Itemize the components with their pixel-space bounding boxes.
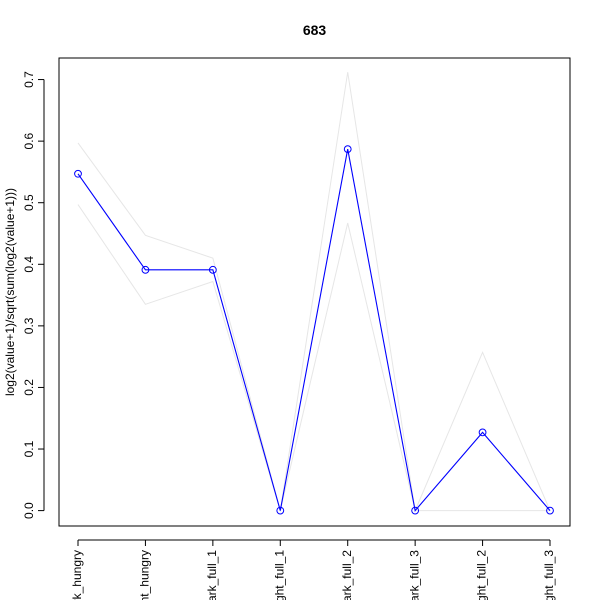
y-tick-label: 0.0 <box>22 502 36 519</box>
series-line-band-1 <box>77 72 551 513</box>
x-tick-label: light_full_1 <box>272 550 286 600</box>
y-tick-label: 0.2 <box>22 379 36 396</box>
x-tick-label: dark_full_2 <box>340 550 354 600</box>
plot-border <box>58 57 571 527</box>
x-tick-label: light_hungry <box>138 550 152 600</box>
data-point <box>74 169 82 178</box>
chart-title: 683 <box>303 22 327 38</box>
series-line-main <box>77 149 551 512</box>
x-tick-label: dark_full_1 <box>205 550 219 600</box>
data-point <box>208 265 217 274</box>
y-tick-label: 0.6 <box>22 132 36 149</box>
data-point <box>546 506 554 515</box>
data-point <box>411 506 420 515</box>
band-layer <box>77 72 551 513</box>
y-tick-label: 0.5 <box>22 194 36 211</box>
data-point <box>141 265 150 274</box>
x-tick-label: light_full_3 <box>542 550 556 600</box>
data-point <box>478 428 487 437</box>
axis-layer: 0.0 0.1 0.2 0.3 0.4 0.5 0.6 0.7 dark_hungry light… <box>22 71 556 600</box>
series-line-band-2 <box>77 204 550 513</box>
main-series-layer <box>74 145 554 515</box>
x-tick-label: dark_hungry <box>70 550 84 600</box>
data-point <box>343 145 352 154</box>
y-tick-label: 0.1 <box>22 440 36 457</box>
x-tick-label: light_full_2 <box>475 550 489 600</box>
y-tick-label: 0.7 <box>22 71 36 88</box>
data-point <box>276 506 285 515</box>
y-tick-label: 0.3 <box>22 317 36 334</box>
y-tick-label: 0.4 <box>22 256 36 273</box>
x-tick-label: dark_full_3 <box>407 550 421 600</box>
y-axis-label: log2(value+1)/sqrt(sum(log2(value+1))) <box>3 188 17 396</box>
